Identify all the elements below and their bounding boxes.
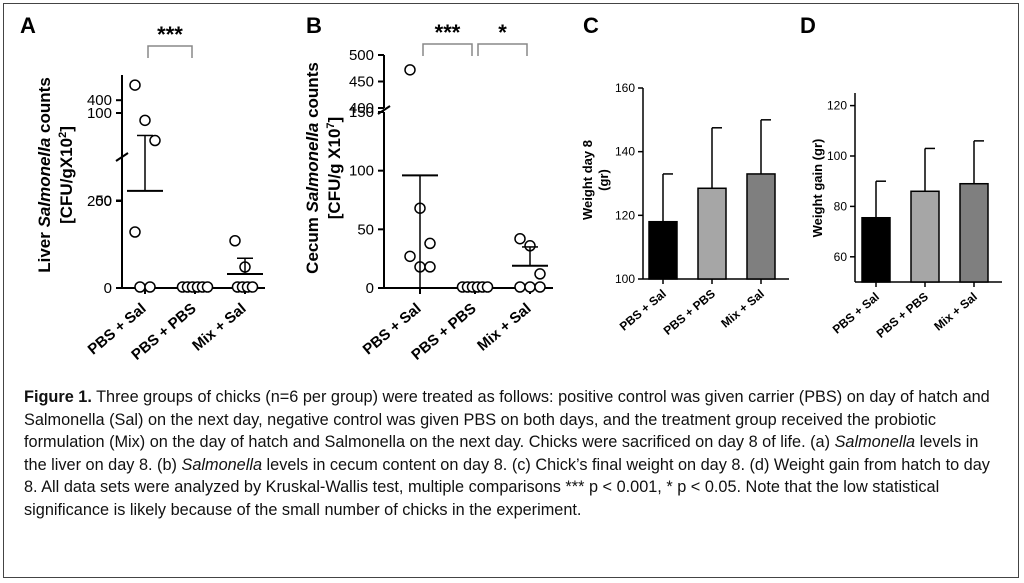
y-tick-label: 100 — [615, 272, 635, 286]
data-point — [139, 114, 151, 127]
data-point — [424, 261, 436, 273]
y-axis-label-unit: (gr) — [596, 169, 611, 191]
y-tick-label: 200 — [87, 193, 112, 210]
y-tick-label: 50 — [357, 221, 374, 238]
bar — [697, 187, 727, 280]
data-point — [404, 64, 416, 76]
bar — [746, 173, 776, 280]
caption-body: Three groups of chicks (n=6 per group) w… — [24, 388, 990, 519]
data-point — [424, 237, 436, 250]
y-tick-label: 140 — [615, 145, 635, 159]
y-axis-label-part: Cecum — [303, 212, 322, 273]
x-category-label: PBS + PBS — [874, 290, 931, 341]
y-axis-unit-superscript: 7 — [325, 122, 337, 128]
caption-run: Three groups of chicks (n=6 per group) w… — [24, 388, 990, 452]
caption-text: Figure 1. Three groups of chicks (n=6 pe… — [24, 386, 999, 522]
data-point — [404, 250, 416, 263]
data-point — [201, 281, 214, 293]
bar — [861, 216, 891, 283]
y-axis-unit-label: [CFU/g X107] — [325, 117, 344, 219]
y-axis-label-part: counts — [35, 77, 54, 137]
y-axis-label: Liver Salmonella counts — [35, 77, 54, 273]
y-axis-unit-superscript: 2 — [57, 132, 69, 138]
y-axis-label-part: counts — [303, 62, 322, 122]
panel-letter: B — [306, 13, 322, 38]
x-category-label: Mix + Sal — [931, 290, 980, 334]
data-point — [229, 235, 241, 247]
y-axis-label: Cecum Salmonella counts — [303, 62, 322, 274]
y-tick-label: 120 — [615, 208, 635, 222]
panel-letter: C — [583, 13, 599, 38]
data-point — [129, 79, 141, 91]
y-axis-unit-text: [CFU/gX10 — [57, 138, 76, 224]
caption-italic-term: Salmonella — [181, 455, 263, 474]
y-tick-label: 60 — [834, 250, 848, 264]
data-point — [246, 281, 259, 293]
y-axis-unit-label: [CFU/gX102] — [57, 126, 76, 224]
bar — [959, 182, 989, 283]
significance-bracket — [147, 45, 193, 58]
y-axis-label-part: Liver — [35, 227, 54, 272]
y-tick-label: 150 — [349, 104, 374, 121]
figure-caption: Figure 1. Three groups of chicks (n=6 pe… — [24, 386, 999, 522]
y-tick-label: 160 — [615, 81, 635, 95]
y-tick-label: 100 — [87, 105, 112, 122]
data-point — [534, 268, 546, 280]
y-axis-label-part: Salmonella — [35, 138, 54, 228]
data-point — [481, 281, 494, 293]
x-category-label: PBS + PBS — [661, 287, 718, 338]
y-tick-label: 400 — [349, 100, 374, 117]
y-tick-label: 450 — [349, 74, 374, 91]
data-point — [534, 281, 546, 293]
y-axis-unit-end: ] — [325, 117, 344, 123]
y-axis-label: Weight day 8 — [580, 140, 595, 220]
axis-break-mark — [377, 105, 391, 115]
y-axis-unit-text: [CFU/g X10 — [325, 129, 344, 220]
panel-letter: D — [800, 13, 816, 38]
figure-frame — [3, 3, 1019, 578]
data-point — [144, 281, 156, 293]
caption-run: levels in cecum content on day 8. (c) Ch… — [24, 455, 990, 519]
data-point — [129, 226, 141, 238]
y-tick-label: 0 — [104, 280, 112, 297]
x-category-label: Mix + Sal — [474, 300, 534, 355]
data-point — [149, 134, 161, 147]
significance-bracket — [477, 43, 528, 56]
y-axis-label-part: Salmonella — [303, 123, 322, 213]
panel-a: A 0 50 100 200 400 Liver Salmonella counts[CFU… — [20, 13, 265, 364]
significance-label: *** — [157, 22, 183, 47]
bar — [648, 220, 678, 280]
y-tick-label: 400 — [87, 92, 112, 109]
axis-break-mark — [115, 152, 129, 162]
bar — [910, 190, 940, 283]
y-tick-label: 500 — [349, 47, 374, 64]
data-point — [524, 281, 536, 293]
significance-label: *** — [435, 20, 461, 45]
y-tick-label: 80 — [834, 199, 848, 213]
x-category-label: Mix + Sal — [189, 300, 249, 355]
caption-figure-number: Figure 1. — [24, 388, 92, 406]
y-tick-label: 50 — [95, 193, 112, 210]
caption-italic-term: Salmonella — [834, 433, 916, 452]
y-axis-label: Weight gain (gr) — [810, 139, 825, 238]
x-category-label: Mix + Sal — [718, 287, 767, 331]
y-axis-unit-end: ] — [57, 126, 76, 132]
caption-run: levels in the liver on day 8. (b) — [24, 433, 979, 474]
y-tick-label: 120 — [827, 99, 847, 113]
data-point — [514, 232, 526, 245]
significance-label: * — [498, 20, 507, 45]
y-tick-label: 100 — [349, 163, 374, 180]
y-tick-label: 100 — [827, 149, 847, 163]
panel-letter: A — [20, 13, 36, 38]
significance-bracket — [422, 43, 473, 56]
data-point — [134, 281, 146, 293]
data-point — [514, 281, 526, 293]
y-tick-label: 0 — [366, 280, 374, 297]
